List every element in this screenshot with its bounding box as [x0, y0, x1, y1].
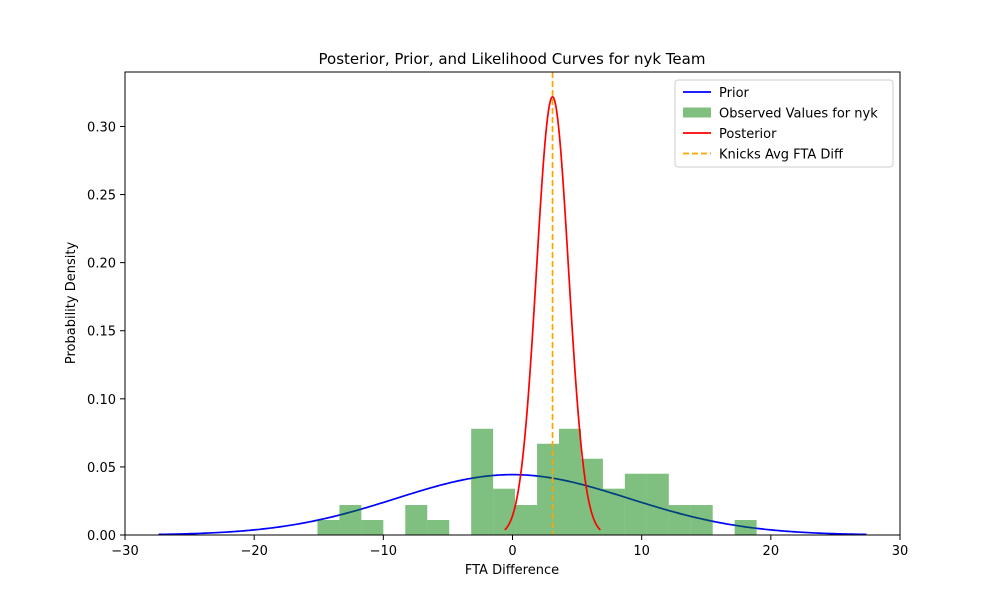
series-line-posterior	[504, 95, 601, 531]
histogram-bar	[559, 428, 581, 535]
y-tick-label: 0.30	[87, 120, 116, 135]
x-tick-label: −20	[240, 544, 267, 559]
histogram-bar	[515, 505, 538, 535]
histogram-bar	[668, 505, 691, 535]
y-tick-label: 0.15	[87, 325, 116, 340]
x-axis-label: FTA Difference	[465, 563, 559, 578]
legend-swatch	[683, 107, 711, 118]
x-tick-label: −10	[370, 544, 397, 559]
legend-label: Prior	[719, 86, 750, 101]
y-axis: 0.00 0.05 0.10 0.15 0.20 0.25 0.30	[87, 120, 125, 544]
y-tick-label: 0.00	[87, 529, 116, 544]
y-tick-label: 0.20	[87, 257, 116, 272]
x-tick-label: 0	[508, 544, 516, 559]
histogram-bar	[734, 520, 757, 535]
histogram-bar	[646, 473, 669, 535]
histogram-bar	[580, 458, 603, 535]
histogram-bar	[405, 505, 428, 535]
legend-label: Observed Values for nyk	[719, 107, 878, 122]
x-tick-label: 10	[633, 544, 650, 559]
x-tick-label: 30	[892, 544, 909, 559]
y-tick-label: 0.10	[87, 393, 116, 408]
legend-box	[674, 79, 894, 168]
y-axis-label: Probability Density	[64, 242, 79, 365]
histogram-bar	[602, 488, 625, 535]
histogram-bar	[493, 488, 516, 535]
histogram-bar	[361, 520, 384, 535]
x-axis: −30 −20 −10 0 10 20 30	[111, 535, 908, 559]
histogram-bar	[339, 505, 362, 535]
x-tick-label: −30	[111, 544, 138, 559]
histogram-bar	[471, 428, 494, 535]
x-tick-label: 20	[763, 544, 780, 559]
plot-area	[158, 72, 867, 536]
legend-label: Knicks Avg FTA Diff	[719, 148, 844, 163]
chart-title: Posterior, Prior, and Likelihood Curves …	[319, 50, 706, 68]
y-tick-label: 0.25	[87, 189, 116, 204]
plot-frame	[124, 71, 901, 536]
histogram-bar	[624, 473, 647, 535]
histogram-bar	[427, 520, 450, 535]
histogram-bar	[317, 520, 340, 535]
legend: Prior Observed Values for nyk Posterior Kni…	[674, 79, 894, 168]
histogram-bar	[690, 505, 713, 535]
y-tick-label: 0.05	[87, 461, 116, 476]
legend-label: Posterior	[719, 127, 777, 142]
histogram-bar	[537, 443, 559, 535]
